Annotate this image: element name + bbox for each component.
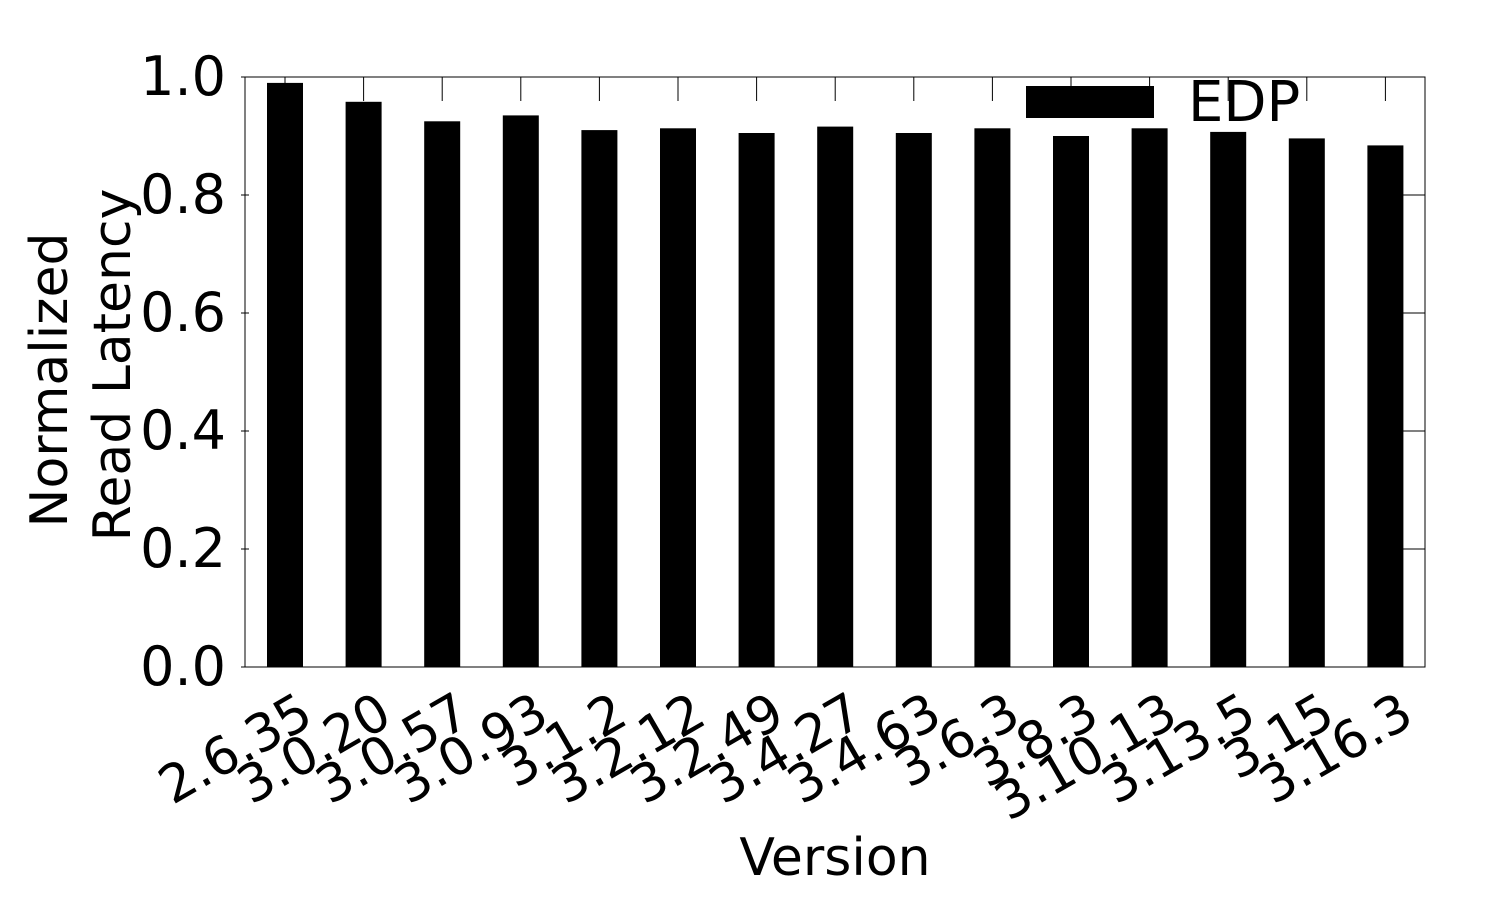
bar	[1367, 145, 1404, 667]
y-tick-label: 0.0	[140, 635, 226, 698]
bar	[817, 126, 854, 668]
y-tick-label: 0.6	[140, 281, 226, 344]
x-tick-label: 3.16.3	[1249, 682, 1422, 817]
y-tick-label: 0.2	[140, 517, 226, 580]
bar	[424, 121, 461, 668]
y-tick-label: 0.8	[140, 163, 226, 226]
bar	[267, 82, 303, 667]
y-axis-label-line-1: Normalized	[20, 233, 80, 528]
bar-series-edp	[267, 82, 1404, 668]
y-axis-label-line-2: Read Latency	[83, 189, 143, 542]
bar	[1131, 128, 1168, 668]
legend: EDP	[1026, 70, 1300, 135]
bar	[895, 133, 932, 667]
plot-frame	[244, 76, 1426, 668]
bar	[502, 115, 539, 667]
legend-swatch	[1026, 86, 1154, 118]
y-tick-label: 1.0	[140, 45, 226, 108]
bar	[1210, 131, 1247, 667]
bar	[660, 128, 696, 668]
bar	[345, 101, 382, 668]
y-tick-label: 0.4	[140, 399, 226, 462]
bar	[738, 133, 775, 667]
y-tick-labels: 0.0 0.2 0.4 0.6 0.8 1.0	[140, 45, 226, 698]
bar	[581, 130, 618, 668]
bar	[1053, 136, 1089, 667]
x-tick-labels: 2.6.353.0.203.0.573.0.933.1.23.2.123.2.4…	[149, 682, 1423, 833]
legend-label-edp: EDP	[1188, 70, 1300, 135]
x-axis-label: Version	[739, 828, 930, 888]
bar	[1288, 138, 1325, 667]
bar	[974, 128, 1011, 668]
